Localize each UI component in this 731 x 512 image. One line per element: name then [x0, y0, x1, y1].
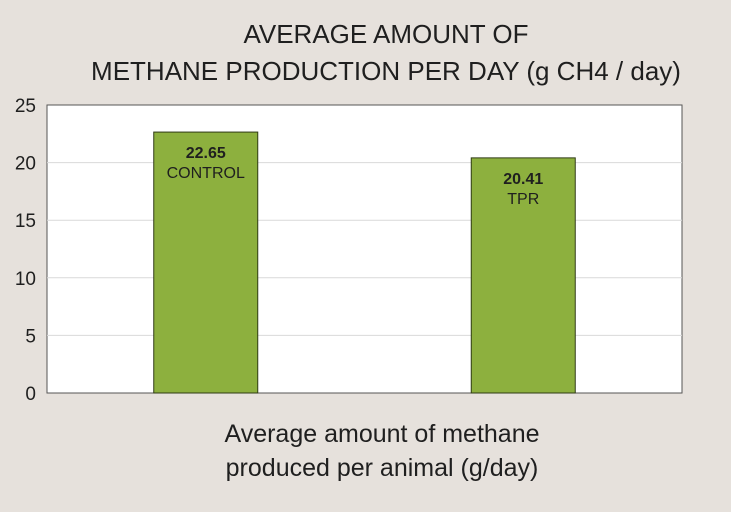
- x-axis-label-line-1: Average amount of methane: [224, 420, 539, 448]
- x-axis-label-line-2: produced per animal (g/day): [226, 454, 539, 482]
- chart-title-line-1: AVERAGE AMOUNT OF: [243, 19, 528, 49]
- chart-title-line-2: METHANE PRODUCTION PER DAY (g CH4 / day): [91, 56, 681, 86]
- data-label-value: 22.65: [186, 145, 226, 162]
- data-label-category: TPR: [507, 191, 539, 208]
- y-tick-label: 15: [15, 211, 36, 232]
- y-axis: 0 5 10 15 20 25: [15, 96, 36, 405]
- bar-tpr: [470, 157, 576, 394]
- plot-area: [46, 104, 683, 394]
- bars: 22.65 CONTROL 20.41 TPR: [153, 131, 576, 394]
- y-tick-label: 20: [15, 154, 36, 175]
- y-tick-label: 25: [15, 96, 36, 117]
- bar-control: [153, 131, 259, 394]
- data-label-value: 20.41: [503, 171, 543, 188]
- y-tick-label: 0: [25, 384, 36, 405]
- y-tick-label: 10: [15, 269, 36, 290]
- y-tick-label: 5: [25, 326, 36, 347]
- grid-lines: [47, 162, 682, 336]
- data-label-category: CONTROL: [167, 165, 245, 182]
